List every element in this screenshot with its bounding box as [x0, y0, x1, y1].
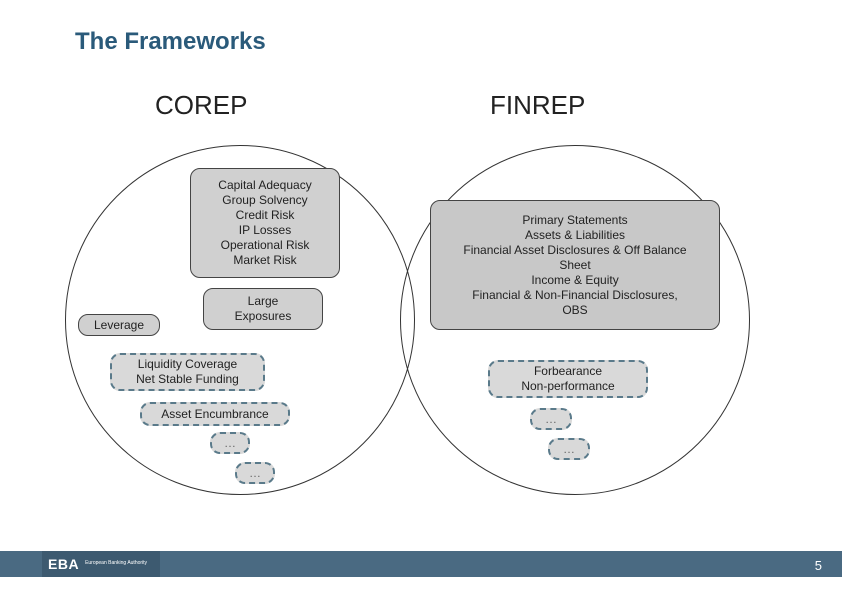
box-corep-large-exposures: LargeExposures: [203, 288, 323, 330]
box-line: Primary Statements: [522, 213, 627, 228]
box-line: Income & Equity: [531, 273, 618, 288]
box-line: Forbearance: [534, 364, 602, 379]
box-line: Assets & Liabilities: [525, 228, 625, 243]
box-finrep-placeholder-2: …: [548, 438, 590, 460]
box-line: …: [249, 466, 261, 481]
box-line: Net Stable Funding: [136, 372, 239, 387]
venn-right-label: FINREP: [490, 90, 585, 121]
box-corep-leverage: Leverage: [78, 314, 160, 336]
box-line: Capital Adequacy: [218, 178, 311, 193]
box-line: Leverage: [94, 318, 144, 333]
box-line: Credit Risk: [236, 208, 295, 223]
box-line: IP Losses: [239, 223, 291, 238]
box-corep-placeholder-2: …: [235, 462, 275, 484]
logo-subtext: European Banking Authority: [85, 561, 147, 567]
box-line: Market Risk: [233, 253, 296, 268]
logo-block: EBA European Banking Authority: [42, 551, 160, 577]
box-line: Exposures: [235, 309, 292, 324]
box-line: Large: [248, 294, 279, 309]
box-line: …: [224, 436, 236, 451]
box-line: Operational Risk: [221, 238, 310, 253]
box-line: …: [545, 412, 557, 427]
box-line: …: [563, 442, 575, 457]
box-corep-liquidity: Liquidity CoverageNet Stable Funding: [110, 353, 265, 391]
box-finrep-placeholder-1: …: [530, 408, 572, 430]
box-line: Group Solvency: [222, 193, 307, 208]
box-line: OBS: [562, 303, 587, 318]
page-number: 5: [815, 558, 822, 573]
box-line: Financial & Non-Financial Disclosures,: [472, 288, 677, 303]
box-line: Non-performance: [521, 379, 614, 394]
box-finrep-main: Primary StatementsAssets & LiabilitiesFi…: [430, 200, 720, 330]
venn-left-label: COREP: [155, 90, 247, 121]
box-line: Asset Encumbrance: [161, 407, 268, 422]
box-line: Liquidity Coverage: [138, 357, 237, 372]
box-line: Financial Asset Disclosures & Off Balanc…: [463, 243, 686, 258]
box-corep-asset-encumbrance: Asset Encumbrance: [140, 402, 290, 426]
logo-text: EBA: [48, 556, 79, 572]
box-corep-placeholder-1: …: [210, 432, 250, 454]
box-line: Sheet: [559, 258, 590, 273]
box-finrep-forbearance: ForbearanceNon-performance: [488, 360, 648, 398]
box-corep-main: Capital AdequacyGroup SolvencyCredit Ris…: [190, 168, 340, 278]
slide-title: The Frameworks: [75, 28, 266, 56]
